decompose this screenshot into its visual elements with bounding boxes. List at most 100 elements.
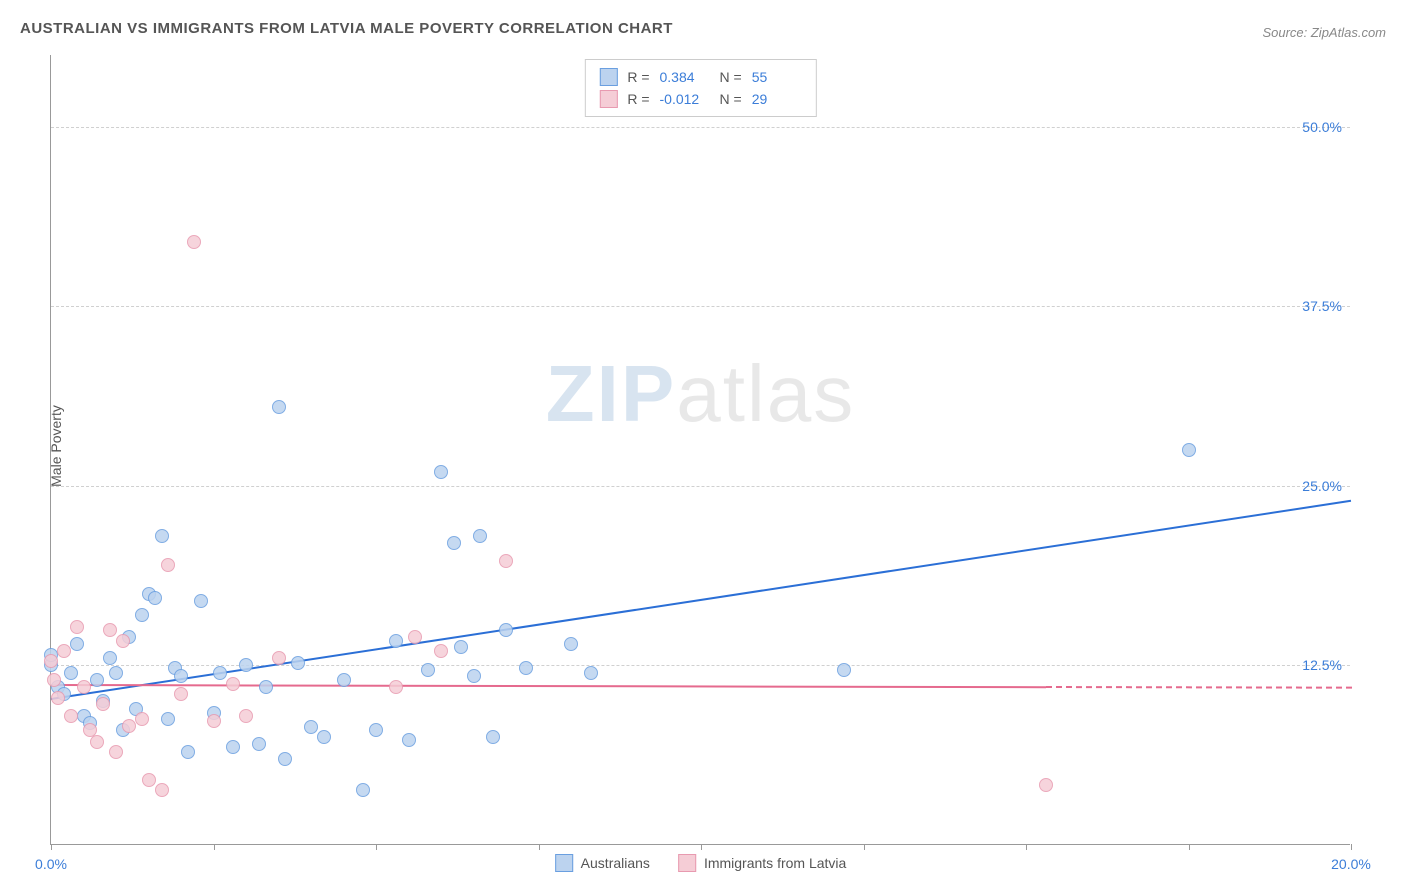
x-tick [701, 844, 702, 850]
data-point-latvia [408, 630, 422, 644]
y-tick-label: 25.0% [1302, 478, 1342, 494]
data-point-australians [402, 733, 416, 747]
data-point-australians [90, 673, 104, 687]
data-point-australians [148, 591, 162, 605]
data-point-australians [174, 669, 188, 683]
stats-row-australians: R = 0.384 N = 55 [599, 66, 801, 88]
data-point-latvia [272, 651, 286, 665]
x-tick [51, 844, 52, 850]
data-point-australians [109, 666, 123, 680]
data-point-latvia [64, 709, 78, 723]
swatch-latvia [599, 90, 617, 108]
data-point-australians [272, 400, 286, 414]
y-tick-label: 50.0% [1302, 119, 1342, 135]
gridline [51, 306, 1350, 307]
data-point-australians [226, 740, 240, 754]
stats-legend: R = 0.384 N = 55 R = -0.012 N = 29 [584, 59, 816, 117]
data-point-australians [467, 669, 481, 683]
legend-label-latvia: Immigrants from Latvia [704, 855, 846, 871]
data-point-australians [454, 640, 468, 654]
data-point-australians [278, 752, 292, 766]
data-point-latvia [90, 735, 104, 749]
data-point-australians [486, 730, 500, 744]
data-point-australians [473, 529, 487, 543]
data-point-australians [304, 720, 318, 734]
data-point-australians [155, 529, 169, 543]
data-point-australians [519, 661, 533, 675]
data-point-latvia [103, 623, 117, 637]
data-point-australians [252, 737, 266, 751]
data-point-australians [103, 651, 117, 665]
trend-dash-latvia [1045, 686, 1351, 689]
data-point-australians [213, 666, 227, 680]
x-tick-label-min: 0.0% [35, 856, 67, 872]
x-tick [1351, 844, 1352, 850]
n-label: N = [720, 69, 742, 85]
data-point-australians [337, 673, 351, 687]
data-point-australians [584, 666, 598, 680]
data-point-latvia [57, 644, 71, 658]
data-point-latvia [239, 709, 253, 723]
data-point-latvia [174, 687, 188, 701]
x-tick [539, 844, 540, 850]
data-point-australians [499, 623, 513, 637]
r-label: R = [627, 69, 649, 85]
y-tick-label: 37.5% [1302, 298, 1342, 314]
data-point-australians [259, 680, 273, 694]
bottom-legend: Australians Immigrants from Latvia [555, 854, 847, 872]
data-point-latvia [109, 745, 123, 759]
data-point-australians [434, 465, 448, 479]
watermark: ZIPatlas [546, 348, 855, 440]
legend-item-australians: Australians [555, 854, 650, 872]
watermark-bold: ZIP [546, 349, 676, 438]
watermark-light: atlas [676, 349, 855, 438]
data-point-latvia [44, 654, 58, 668]
stats-row-latvia: R = -0.012 N = 29 [599, 88, 801, 110]
swatch-australians [555, 854, 573, 872]
data-point-latvia [155, 783, 169, 797]
trend-line-latvia [51, 684, 1046, 688]
data-point-latvia [1039, 778, 1053, 792]
data-point-australians [369, 723, 383, 737]
data-point-australians [194, 594, 208, 608]
r-value-australians: 0.384 [660, 69, 710, 85]
r-value-latvia: -0.012 [660, 91, 710, 107]
data-point-latvia [161, 558, 175, 572]
x-tick [214, 844, 215, 850]
data-point-latvia [96, 697, 110, 711]
data-point-australians [421, 663, 435, 677]
data-point-australians [291, 656, 305, 670]
source-attribution: Source: ZipAtlas.com [1262, 25, 1386, 40]
data-point-latvia [77, 680, 91, 694]
x-tick [1189, 844, 1190, 850]
gridline [51, 486, 1350, 487]
data-point-latvia [135, 712, 149, 726]
data-point-latvia [207, 714, 221, 728]
data-point-australians [135, 608, 149, 622]
n-value-australians: 55 [752, 69, 802, 85]
data-point-australians [64, 666, 78, 680]
data-point-latvia [122, 719, 136, 733]
data-point-australians [239, 658, 253, 672]
legend-item-latvia: Immigrants from Latvia [678, 854, 846, 872]
plot-area: ZIPatlas R = 0.384 N = 55 R = -0.012 N =… [50, 55, 1350, 845]
swatch-australians [599, 68, 617, 86]
x-tick [1026, 844, 1027, 850]
data-point-australians [181, 745, 195, 759]
gridline [51, 127, 1350, 128]
data-point-latvia [116, 634, 130, 648]
y-tick-label: 12.5% [1302, 657, 1342, 673]
n-label: N = [720, 91, 742, 107]
data-point-latvia [47, 673, 61, 687]
data-point-latvia [389, 680, 403, 694]
data-point-australians [447, 536, 461, 550]
data-point-australians [70, 637, 84, 651]
data-point-australians [389, 634, 403, 648]
x-tick [376, 844, 377, 850]
data-point-latvia [187, 235, 201, 249]
swatch-latvia [678, 854, 696, 872]
chart-title: AUSTRALIAN VS IMMIGRANTS FROM LATVIA MAL… [20, 20, 673, 37]
data-point-latvia [70, 620, 84, 634]
data-point-australians [356, 783, 370, 797]
data-point-latvia [226, 677, 240, 691]
